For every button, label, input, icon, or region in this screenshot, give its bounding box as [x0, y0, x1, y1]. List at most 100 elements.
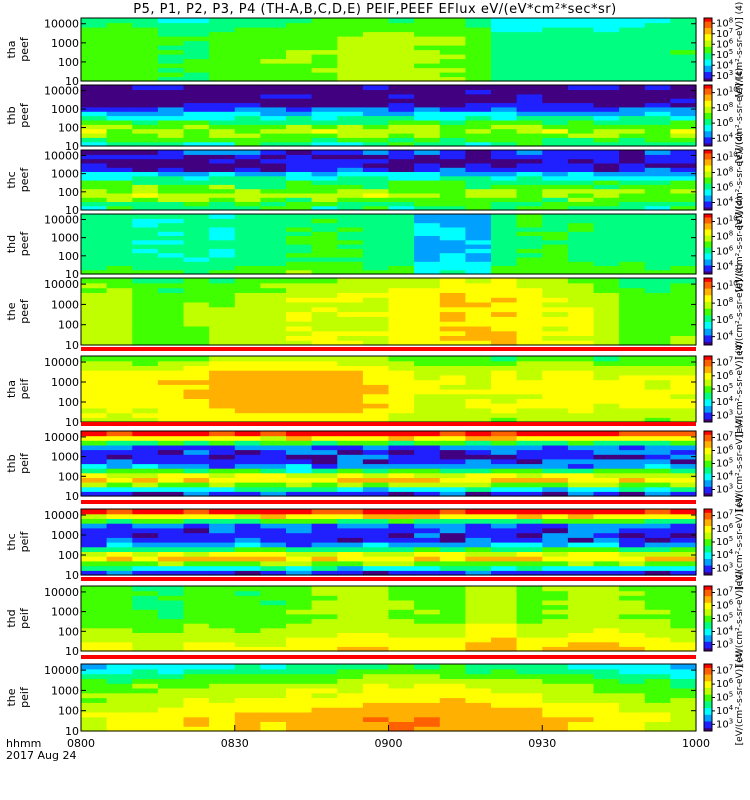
spectrogram-cell [388, 54, 415, 60]
spectrogram-cell [644, 595, 671, 601]
spectrogram-cell [286, 197, 313, 202]
spectrogram-cell [260, 301, 287, 308]
spectrogram-cell [542, 306, 569, 313]
spectrogram-cell [388, 252, 415, 258]
colorbar-step [704, 602, 712, 605]
spectrogram-cell [439, 325, 466, 332]
spectrogram-cell [542, 124, 569, 130]
spectrogram-cell [260, 632, 287, 638]
spectrogram-cell [491, 269, 518, 275]
spectrogram-cell [337, 235, 364, 241]
spectrogram-cell [132, 162, 159, 168]
spectrogram-cell [81, 214, 108, 219]
spectrogram-cell [183, 374, 210, 381]
spectrogram-cell [311, 214, 338, 219]
spectrogram-cell [106, 546, 133, 552]
spectrogram-cell [465, 472, 492, 478]
spectrogram-cell [234, 513, 261, 519]
colorbar-step [704, 328, 712, 331]
spectrogram-cell [81, 85, 108, 90]
colorbar-step [704, 694, 712, 697]
spectrogram-cell [542, 403, 569, 409]
panel-label-probe: tha [5, 380, 18, 398]
spectrogram-cell [337, 412, 364, 418]
spectrogram-cell [286, 678, 313, 684]
spectrogram-cell [388, 449, 415, 455]
spectrogram-cell [670, 449, 697, 455]
spectrogram-cell [593, 98, 620, 104]
spectrogram-cell [542, 137, 569, 143]
y-tick-label: 1000 [51, 451, 79, 464]
colorbar-step [704, 487, 712, 490]
spectrogram-cell [311, 546, 338, 552]
spectrogram-cell [81, 325, 108, 332]
spectrogram-cell [491, 18, 518, 24]
spectrogram-cell [81, 537, 108, 543]
spectrogram-cell [439, 523, 466, 529]
spectrogram-cell [132, 40, 159, 46]
colorbar-step [704, 608, 712, 611]
spectrogram-cell [414, 560, 441, 567]
spectrogram-cell [234, 40, 261, 46]
spectrogram-cell [567, 282, 595, 289]
spectrogram-cell [439, 668, 466, 675]
spectrogram-cell [388, 454, 415, 460]
spectrogram-cell [593, 513, 620, 519]
spectrogram-cell [183, 618, 210, 624]
spectrogram-cell [362, 235, 390, 241]
colorbar-step [704, 722, 712, 725]
spectrogram-cell [311, 306, 338, 313]
spectrogram-cell [670, 637, 697, 643]
spectrogram-cell [465, 668, 492, 675]
spectrogram-cell [234, 301, 261, 308]
spectrogram-cell [465, 513, 492, 519]
spectrogram-cell [567, 604, 595, 610]
spectrogram-cell [157, 102, 185, 108]
spectrogram-cell [362, 36, 390, 42]
spectrogram-cell [132, 440, 159, 446]
spectrogram-cell [414, 102, 441, 108]
spectrogram-cell [234, 613, 261, 620]
spectrogram-cell [260, 282, 287, 289]
spectrogram-cell [337, 726, 364, 732]
spectrogram-cell [619, 184, 646, 190]
spectrogram-cell [183, 40, 210, 46]
spectrogram-cell [132, 265, 159, 271]
colorbar-step [704, 321, 712, 324]
spectrogram-cell [542, 586, 569, 592]
spectrogram-cell [414, 637, 441, 643]
spectrogram-cell [106, 244, 133, 249]
spectrogram-cell [465, 646, 492, 652]
spectrogram-cell [670, 726, 697, 732]
spectrogram-cell [644, 150, 671, 155]
spectrogram-cell [183, 226, 210, 232]
spectrogram-cell [567, 49, 595, 55]
spectrogram-cell [183, 356, 210, 362]
spectrogram-cell [106, 154, 133, 160]
spectrogram-cell [234, 278, 261, 284]
colorbar-step [704, 538, 712, 541]
spectrogram-cell [234, 407, 261, 414]
spectrogram-cell [157, 370, 185, 376]
spectrogram-cell [209, 231, 236, 236]
spectrogram-cell [157, 111, 185, 117]
spectrogram-cell [542, 321, 569, 327]
panel-frame [80, 213, 697, 275]
spectrogram-cell [439, 205, 466, 211]
spectrogram-cell [337, 231, 364, 236]
spectrogram-cell [260, 330, 287, 336]
spectrogram-cell [157, 570, 185, 576]
spectrogram-cell [337, 40, 364, 46]
spectrogram-cell [286, 111, 313, 117]
spectrogram-cell [81, 523, 108, 529]
spectrogram-cell [414, 205, 441, 211]
spectrogram-cell [337, 171, 364, 177]
spectrogram-cell [81, 586, 108, 592]
spectrogram-cell [286, 325, 313, 332]
spectrogram-cell [414, 67, 441, 73]
colorbar-step [704, 55, 712, 58]
spectrogram-cell [465, 477, 492, 483]
spectrogram-cell [388, 102, 415, 108]
colorbar-step [704, 389, 712, 392]
spectrogram-cell [157, 360, 185, 366]
